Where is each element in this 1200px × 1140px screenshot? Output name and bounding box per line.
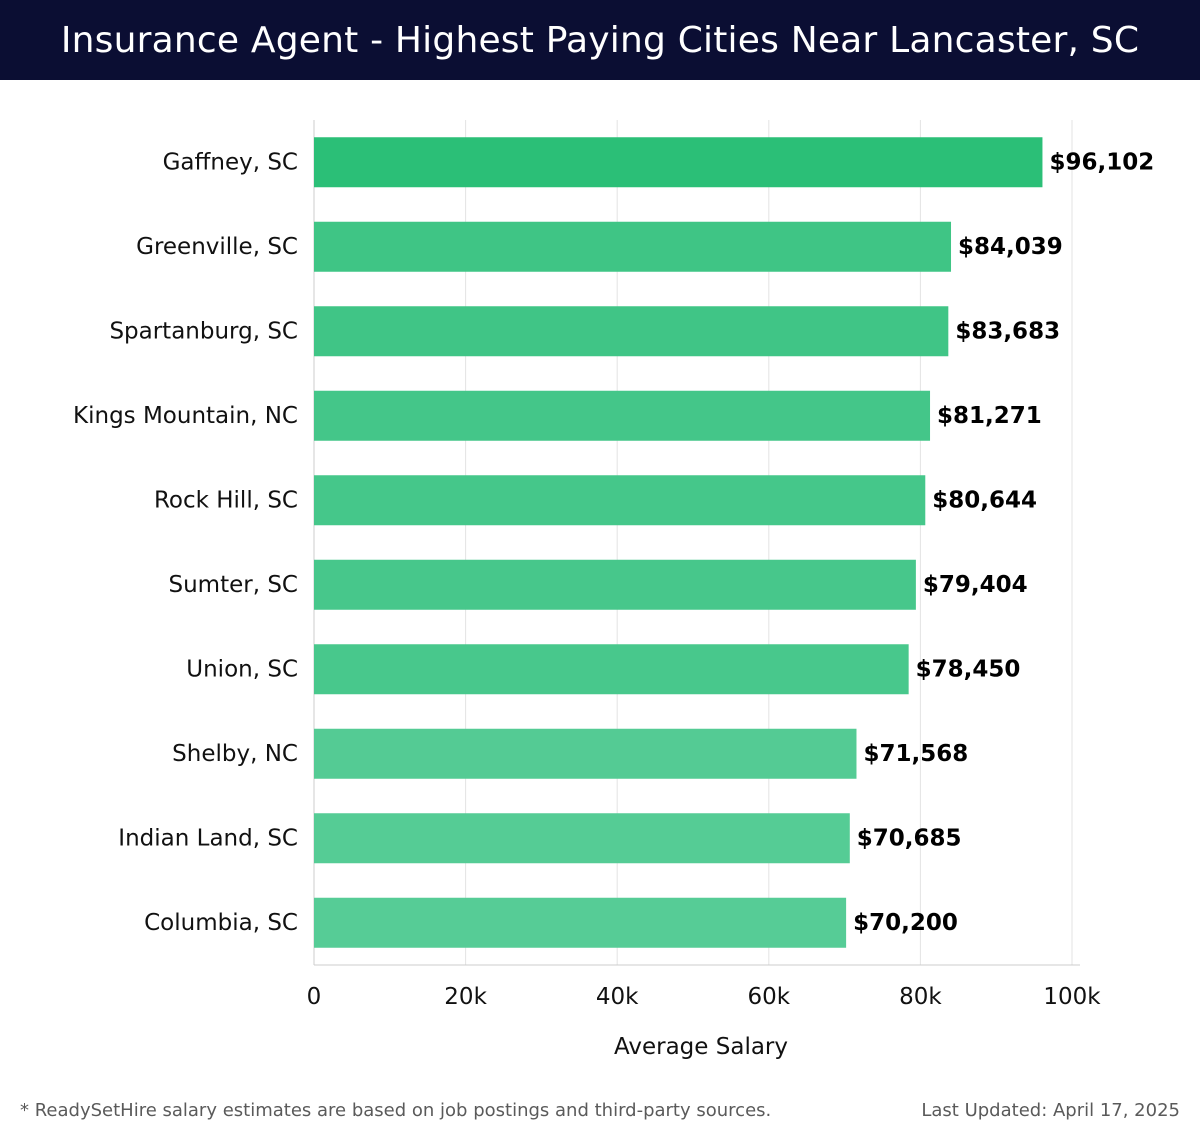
- category-label: Gaffney, SC: [163, 149, 298, 175]
- category-label: Kings Mountain, NC: [73, 403, 298, 429]
- x-tick-label: 60k: [748, 984, 791, 1010]
- bar: [314, 221, 952, 272]
- category-label: Indian Land, SC: [118, 825, 298, 851]
- value-label: $71,568: [863, 741, 968, 767]
- bar: [314, 475, 926, 526]
- x-tick-label: 80k: [899, 984, 942, 1010]
- category-label: Shelby, NC: [172, 741, 298, 767]
- x-tick-label: 20k: [444, 984, 487, 1010]
- bar: [314, 306, 949, 357]
- chart-header: Insurance Agent - Highest Paying Cities …: [0, 0, 1200, 80]
- last-updated: Last Updated: April 17, 2025: [921, 1100, 1180, 1121]
- value-label: $78,450: [916, 656, 1021, 682]
- value-label: $83,683: [955, 318, 1060, 344]
- value-label: $96,102: [1049, 149, 1154, 175]
- category-label: Spartanburg, SC: [109, 318, 298, 344]
- x-tick-label: 100k: [1043, 984, 1101, 1010]
- x-tick-label: 0: [307, 984, 322, 1010]
- x-tick-label: 40k: [596, 984, 639, 1010]
- category-label: Union, SC: [186, 656, 298, 682]
- value-label: $81,271: [937, 403, 1042, 429]
- bar: [314, 728, 857, 779]
- bar: [314, 390, 931, 441]
- value-label: $70,200: [853, 910, 958, 936]
- footer-note: * ReadySetHire salary estimates are base…: [20, 1100, 772, 1121]
- value-label: $84,039: [958, 234, 1063, 260]
- bar: [314, 137, 1043, 188]
- value-label: $79,404: [923, 572, 1028, 598]
- value-label: $70,685: [857, 825, 962, 851]
- value-label: $80,644: [932, 487, 1037, 513]
- bar: [314, 559, 916, 610]
- category-label: Rock Hill, SC: [154, 487, 298, 513]
- chart-title: Insurance Agent - Highest Paying Cities …: [60, 19, 1140, 61]
- category-label: Greenville, SC: [136, 234, 298, 260]
- bar: [314, 644, 909, 695]
- category-label: Sumter, SC: [169, 572, 299, 598]
- x-axis-title: Average Salary: [614, 1034, 788, 1060]
- bar-chart: Gaffney, SC $96,102 Greenville, SC $84,039 S…: [73, 120, 1154, 1060]
- bar: [314, 897, 847, 948]
- bar: [314, 813, 850, 864]
- category-label: Columbia, SC: [144, 910, 298, 936]
